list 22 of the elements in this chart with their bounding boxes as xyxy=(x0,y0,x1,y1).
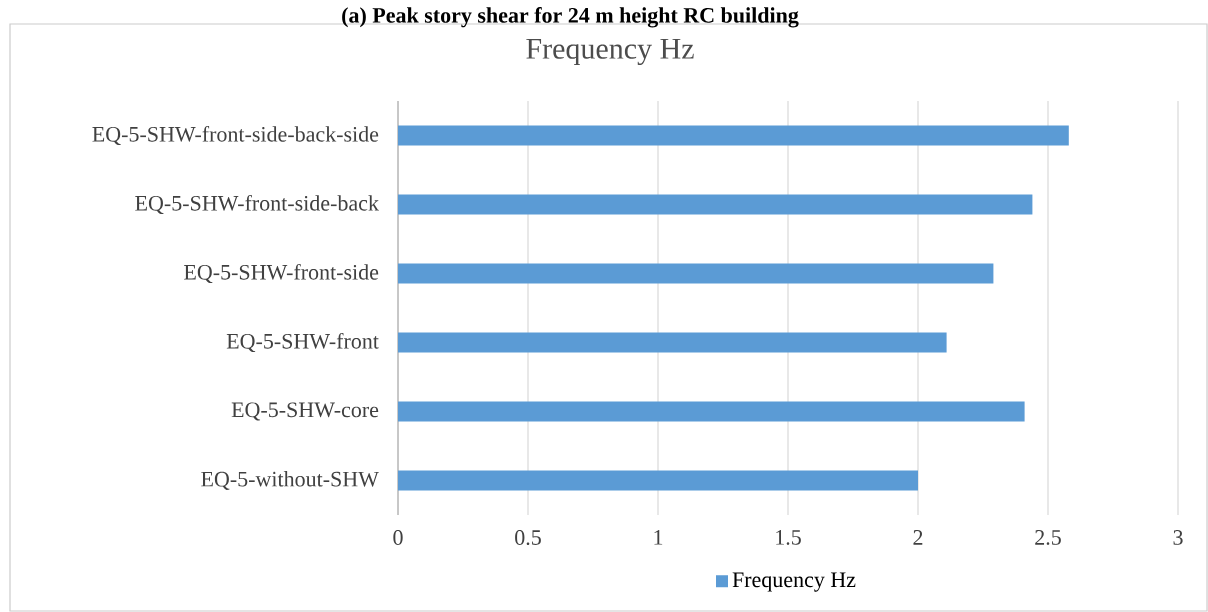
x-tick-label: 3 xyxy=(1173,530,1183,545)
y-tick-label: EQ-5-SHW-front-side xyxy=(184,263,379,284)
bar xyxy=(398,401,1025,422)
bar xyxy=(398,194,1033,215)
text: (a) Peak story shear for 24 m height RC building xyxy=(342,7,799,28)
x-tick-label: 2 xyxy=(913,530,923,545)
x-tick-label: 2.5 xyxy=(1035,530,1061,545)
chart-title: Frequency Hz xyxy=(526,38,694,66)
bar xyxy=(398,470,918,491)
x-tick-label: 0 xyxy=(393,530,403,545)
x-tick-label: 1 xyxy=(654,530,663,545)
y-tick-label: EQ-5-SHW-front-side-back-side xyxy=(92,125,379,146)
legend-label: Frequency Hz xyxy=(732,572,856,592)
y-tick-label: EQ-5-SHW-core xyxy=(231,402,379,421)
bar xyxy=(398,263,994,284)
bar xyxy=(398,125,1069,146)
y-tick-label: EQ-5-SHW-front-side-back xyxy=(135,194,379,215)
y-tick-label: EQ-5-SHW-front xyxy=(226,332,379,353)
bar xyxy=(398,332,947,353)
x-tick-label: 1.5 xyxy=(776,530,801,545)
y-tick-label: EQ-5-without-SHW xyxy=(201,471,379,490)
x-tick-label: 0.5 xyxy=(515,530,541,546)
